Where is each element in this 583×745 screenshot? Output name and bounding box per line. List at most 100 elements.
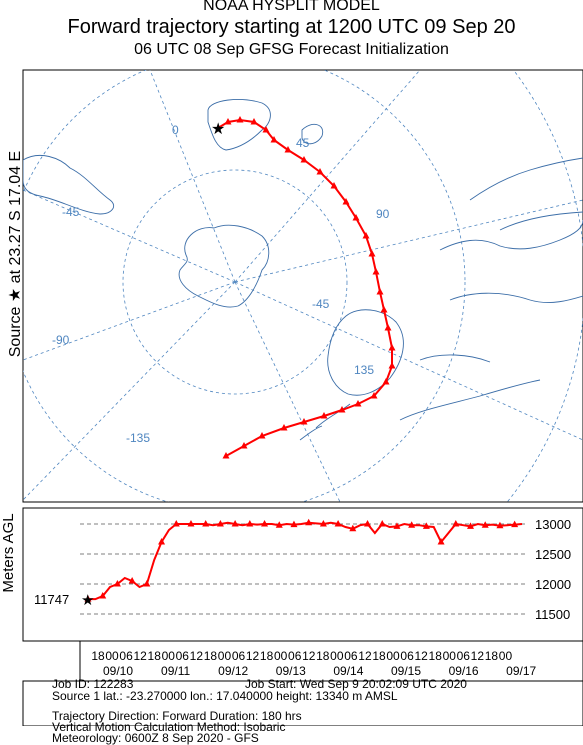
- trajectory-marker: [376, 288, 384, 295]
- trajectory-marker: [372, 268, 380, 275]
- height-marker: [349, 524, 357, 532]
- meridian-neg90: [23, 281, 236, 361]
- page-subtitle: 06 UTC 08 Sep GFSG Forecast Initializati…: [134, 41, 449, 58]
- south-america-coast: [23, 155, 114, 215]
- meridian-neg135: [23, 281, 236, 501]
- time-tick-label: 18: [316, 649, 330, 663]
- job-id: Job ID: 122283: [52, 677, 134, 691]
- date-label: 09/15: [391, 664, 421, 678]
- model-name: NOAA HYSPLIT MODEL: [203, 0, 380, 14]
- time-tick-label: 18: [91, 649, 105, 663]
- australia-coast: [327, 309, 404, 396]
- height-marker: [172, 520, 180, 527]
- height-marker: [452, 520, 460, 527]
- height-marker: [511, 520, 519, 528]
- height-marker: [319, 520, 327, 527]
- time-tick-label: 06: [119, 649, 133, 663]
- trajectory-map: [217, 116, 396, 459]
- height-marker: [99, 592, 107, 599]
- height-marker: [290, 520, 298, 528]
- height-start-star-icon: ★: [81, 592, 94, 609]
- height-tick-label: 12000: [535, 577, 571, 592]
- trajectory-marker: [224, 118, 232, 125]
- latitude-circles: [23, 70, 583, 502]
- figure-canvas: 0 45 -45 90 -45 -90 135 -135 ★ 13000 1250…: [22, 69, 583, 726]
- trajectory-marker: [316, 168, 324, 175]
- time-tick-label: 00: [443, 649, 457, 663]
- coastlines: [23, 99, 583, 441]
- trajectory-marker: [370, 392, 378, 399]
- height-marker: [467, 522, 475, 529]
- trajectory-marker: [258, 432, 266, 439]
- time-tick-label: 06: [176, 649, 190, 663]
- lon-label-135: 135: [354, 363, 374, 377]
- antarctica-coast: [178, 224, 270, 308]
- height-marker: [305, 518, 313, 526]
- trajectory-marker: [284, 146, 292, 153]
- lon-label-neg45-west: -45: [62, 205, 80, 219]
- time-tick-label: 00: [330, 649, 344, 663]
- lat-circle-inner: [122, 169, 348, 395]
- lon-label-45: 45: [296, 136, 310, 150]
- date-label: 09/13: [276, 664, 306, 678]
- time-tick-label: 12: [414, 649, 428, 663]
- trajectory-marker: [388, 362, 396, 369]
- page-title: Forward trajectory starting at 1200 UTC …: [67, 16, 516, 38]
- trajectory-marker: [270, 136, 278, 143]
- longitude-labels: 0 45 -45 90 -45 -90 135 -135: [52, 123, 390, 445]
- height-series-line: [88, 521, 523, 601]
- time-tick-label: 18: [148, 649, 162, 663]
- height-tick-label: 13000: [535, 517, 571, 532]
- trajectory-marker: [338, 406, 346, 413]
- time-axis: 18 00 06 12 18 00 06 12 18 00 06 12 18 00 06 12 18 00 06 12…: [91, 649, 536, 678]
- map-panel: 0 45 -45 90 -45 -90 135 -135 ★: [23, 70, 583, 502]
- date-label: 09/12: [218, 664, 248, 678]
- time-tick-label: 12: [471, 649, 485, 663]
- job-start: Job Start: Wed Sep 9 20:02:09 UTC 2020: [245, 677, 467, 691]
- lon-label-0: 0: [172, 123, 179, 137]
- time-tick-label: 18: [429, 649, 443, 663]
- time-tick-label: 06: [344, 649, 358, 663]
- trajectory-marker: [300, 156, 308, 163]
- meridian-0: [149, 70, 236, 283]
- south-africa-coast: [207, 99, 271, 151]
- source-info: Source 1 lat.: -23.270000 lon.: 17.04000…: [52, 689, 398, 703]
- trajectory-marker: [262, 126, 270, 133]
- trajectory-marker: [320, 412, 328, 419]
- trajectory-line: [217, 118, 393, 457]
- time-tick-label: 06: [288, 649, 302, 663]
- time-tick-label: 00: [218, 649, 232, 663]
- trajectory-marker: [222, 452, 230, 459]
- trajectory-direction: Trajectory Direction: Forward Duration: …: [52, 709, 302, 723]
- time-tick-label: 06: [457, 649, 471, 663]
- height-marker: [378, 520, 386, 527]
- time-tick-label: 18: [485, 649, 499, 663]
- height-marker: [113, 580, 121, 587]
- trajectory-marker: [280, 424, 288, 431]
- height-marker: [422, 522, 430, 529]
- time-tick-label: 00: [162, 649, 176, 663]
- height-marker: [496, 521, 504, 529]
- lat-circle-middle: [23, 70, 466, 502]
- height-marker: [128, 577, 136, 584]
- meridian-135: [234, 281, 583, 441]
- time-tick-label: 12: [358, 649, 372, 663]
- lon-label-neg45: -45: [312, 297, 330, 311]
- time-tick-label: 00: [105, 649, 119, 663]
- time-tick-label: 18: [260, 649, 274, 663]
- southeast-asia-coast: [399, 219, 583, 421]
- height-marker: [364, 520, 372, 527]
- lon-label-90: 90: [376, 207, 390, 221]
- height-marker: [408, 521, 416, 528]
- trajectory-marker: [388, 344, 396, 351]
- height-marker: [202, 520, 210, 527]
- trajectory-marker: [342, 198, 350, 205]
- meridian-90: [234, 199, 583, 283]
- height-marker: [187, 520, 195, 527]
- meridian-neg45: [23, 189, 236, 283]
- time-tick-label: 06: [400, 649, 414, 663]
- height-marker: [143, 580, 151, 587]
- height-marker: [231, 520, 239, 527]
- meridian-45: [234, 70, 421, 283]
- height-tick-label: 11500: [535, 607, 570, 622]
